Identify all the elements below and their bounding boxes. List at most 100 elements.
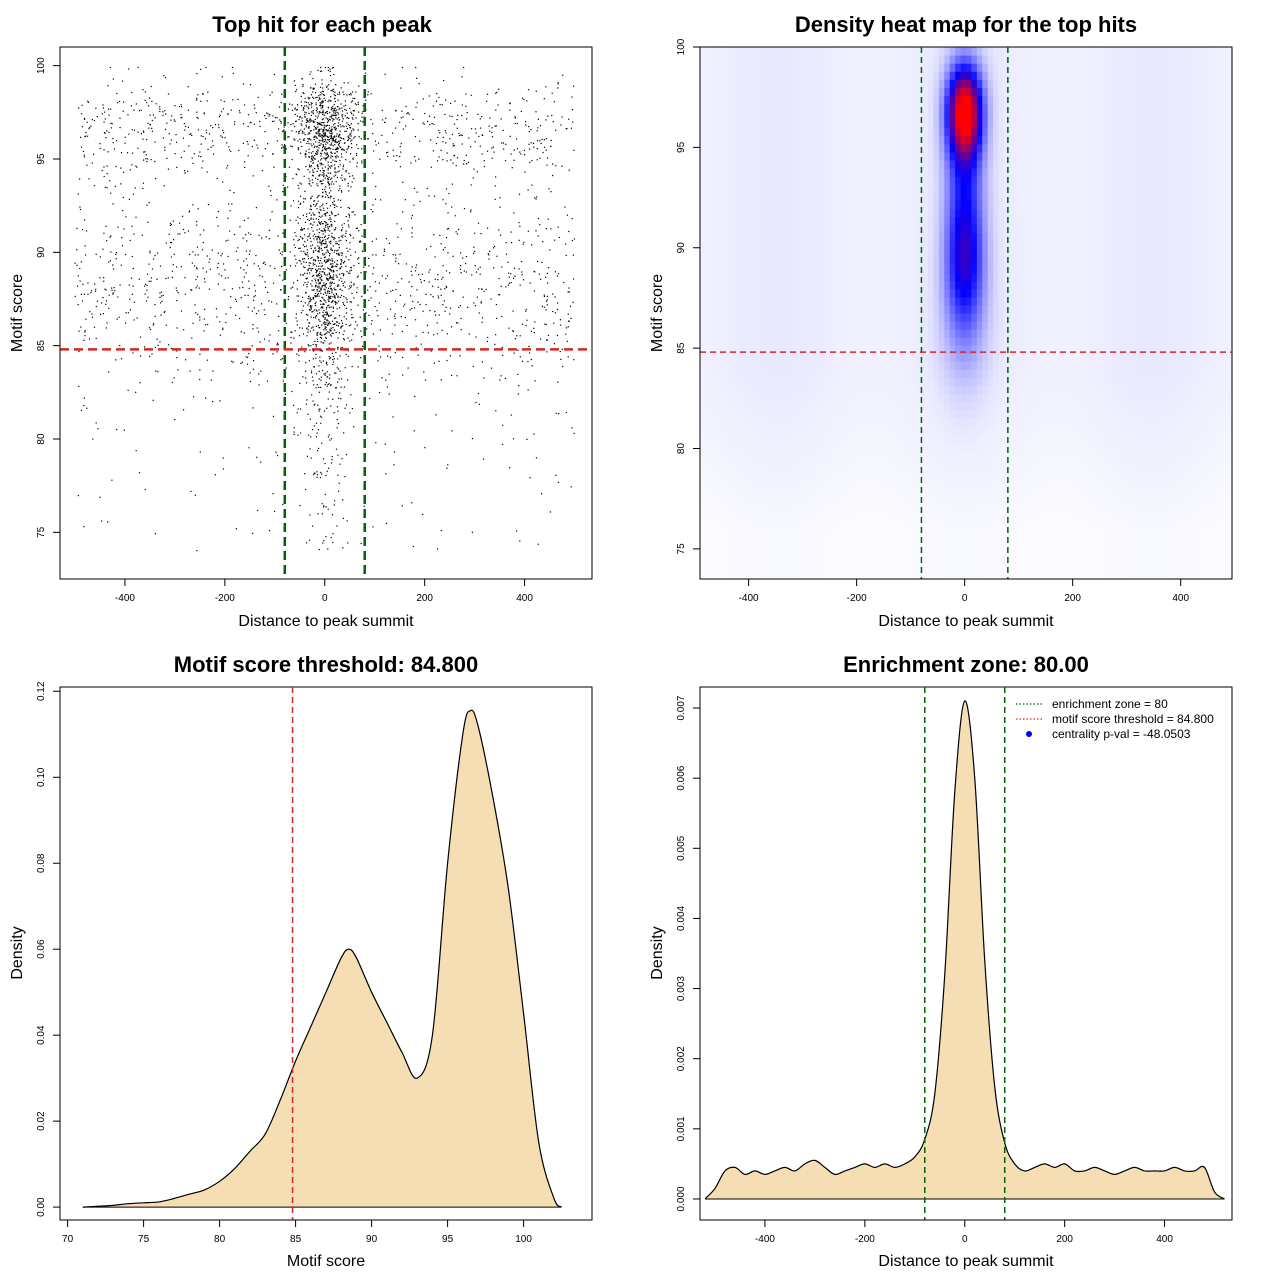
scatter-point	[307, 121, 309, 123]
scatter-point	[173, 119, 175, 121]
heatmap-cell	[716, 200, 723, 209]
heatmap-cell	[797, 385, 804, 395]
scatter-point	[327, 508, 329, 510]
heatmap-cell	[705, 159, 712, 169]
scatter-point	[487, 253, 489, 255]
scatter-point	[133, 109, 135, 111]
heatmap-cell	[700, 554, 707, 564]
scatter-point	[317, 152, 319, 154]
scatter-point	[325, 329, 327, 331]
scatter-point	[306, 272, 308, 275]
scatter-point	[321, 442, 323, 444]
scatter-point	[357, 103, 360, 105]
heatmap-cell	[781, 377, 788, 387]
scatter-point	[438, 156, 440, 158]
scatter-point	[326, 212, 328, 214]
scatter-point	[323, 132, 325, 135]
scatter-point	[479, 266, 481, 268]
scatter-point	[324, 148, 326, 150]
scatter-point	[235, 528, 237, 530]
heatmap-cell	[765, 498, 772, 508]
heatmap-cell	[786, 514, 793, 524]
scatter-point	[315, 128, 318, 130]
scatter-point	[372, 273, 374, 275]
heatmap-cell	[792, 425, 799, 435]
scatter-point	[315, 353, 317, 356]
heatmap-cell	[727, 417, 734, 427]
heatmap-cell	[743, 321, 750, 330]
scatter-point	[311, 227, 313, 229]
scatter-point	[568, 169, 570, 171]
scatter-point	[318, 129, 320, 132]
scatter-point	[343, 330, 345, 332]
scatter-point	[128, 284, 130, 286]
scatter-point	[320, 247, 323, 250]
scatter-point	[420, 343, 422, 345]
scatter-point	[290, 123, 292, 126]
heatmap-cell	[759, 103, 766, 113]
heatmap-cell	[754, 55, 761, 64]
scatter-point	[546, 164, 548, 166]
heatmap-cell	[759, 498, 766, 508]
scatter-point	[342, 547, 344, 549]
scatter-point	[318, 319, 320, 321]
scatter-point	[553, 101, 555, 103]
scatter-point	[337, 348, 339, 350]
scatter-point	[399, 121, 401, 123]
scatter-point	[327, 251, 329, 253]
scatter-point	[310, 247, 312, 250]
heatmap-cell	[781, 506, 788, 516]
heatmap-cell	[792, 135, 799, 145]
scatter-point	[312, 267, 314, 270]
scatter-point	[481, 116, 483, 118]
scatter-point	[252, 360, 255, 362]
scatter-point	[335, 352, 337, 354]
scatter-point	[494, 343, 496, 346]
scatter-point	[560, 124, 562, 126]
scatter-point	[231, 288, 233, 290]
scatter-point	[110, 251, 112, 253]
scatter-point	[349, 242, 351, 244]
scatter-point	[91, 313, 93, 315]
scatter-point	[328, 118, 331, 121]
scatter-point	[276, 342, 279, 344]
scatter-point	[151, 100, 153, 103]
scatter-point	[256, 327, 258, 329]
scatter-point	[170, 347, 172, 350]
scatter-point	[335, 160, 337, 163]
heatmap-cell	[765, 425, 772, 435]
scatter-point	[342, 164, 345, 166]
scatter-point	[512, 330, 514, 332]
scatter-point	[327, 299, 329, 301]
scatter-point	[437, 273, 439, 276]
scatter-point	[196, 550, 198, 552]
scatter-point	[543, 295, 546, 298]
scatter-point	[356, 287, 358, 289]
scatter-point	[312, 264, 314, 266]
scatter-point	[314, 91, 317, 94]
heatmap-cell	[792, 546, 799, 556]
scatter-point	[191, 337, 193, 339]
scatter-point	[328, 146, 330, 149]
scatter-point	[290, 205, 292, 207]
heatmap-cell	[710, 272, 717, 282]
scatter-point	[318, 133, 320, 135]
scatter-point	[341, 110, 344, 112]
scatter-point	[486, 150, 489, 152]
scatter-point	[322, 307, 324, 309]
scatter-point	[202, 93, 204, 95]
heatmap-cell	[732, 184, 739, 193]
heatmap-cell	[792, 393, 799, 403]
scatter-point	[478, 312, 480, 314]
scatter-point	[335, 129, 337, 131]
heatmap-cell	[770, 353, 777, 362]
scatter-point	[335, 331, 337, 334]
scatter-point	[325, 125, 327, 127]
heatmap-cell	[716, 47, 723, 56]
scatter-point	[374, 281, 377, 283]
scatter-point	[318, 295, 320, 297]
scatter-point	[474, 250, 476, 253]
scatter-point	[307, 298, 309, 300]
scatter-point	[436, 92, 438, 95]
scatter-point	[326, 147, 328, 150]
